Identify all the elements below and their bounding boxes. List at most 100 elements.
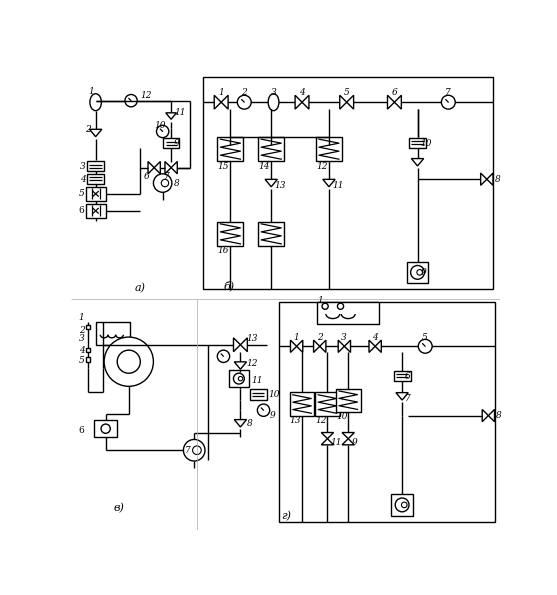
Polygon shape xyxy=(375,340,382,352)
Text: 2: 2 xyxy=(241,87,247,97)
Polygon shape xyxy=(297,340,303,352)
Text: 10: 10 xyxy=(421,139,432,148)
Text: 16: 16 xyxy=(217,246,229,255)
Circle shape xyxy=(402,502,407,508)
Polygon shape xyxy=(481,173,487,186)
Bar xyxy=(290,393,314,415)
Bar xyxy=(217,221,243,246)
Polygon shape xyxy=(302,95,309,109)
Bar xyxy=(203,77,493,289)
Bar xyxy=(316,137,342,161)
Bar xyxy=(94,420,117,437)
Circle shape xyxy=(418,339,432,353)
Text: 1: 1 xyxy=(79,314,85,322)
Bar xyxy=(250,389,267,400)
Polygon shape xyxy=(321,439,334,445)
Polygon shape xyxy=(488,409,495,422)
Polygon shape xyxy=(154,161,160,174)
Bar xyxy=(394,371,411,381)
Text: а): а) xyxy=(135,283,146,294)
Text: 10: 10 xyxy=(268,390,280,399)
Text: 11: 11 xyxy=(332,181,344,190)
Text: 9: 9 xyxy=(270,411,275,420)
Text: 10: 10 xyxy=(154,121,165,130)
Text: 12: 12 xyxy=(247,359,258,368)
Polygon shape xyxy=(233,338,241,352)
Text: 8: 8 xyxy=(247,419,252,428)
Bar xyxy=(315,393,340,415)
Polygon shape xyxy=(320,340,326,352)
Text: 10: 10 xyxy=(336,412,348,421)
Text: 13: 13 xyxy=(247,334,258,343)
Circle shape xyxy=(417,270,422,275)
Text: 3: 3 xyxy=(271,87,276,97)
Text: 4: 4 xyxy=(79,346,85,355)
Polygon shape xyxy=(394,95,402,109)
Text: 12: 12 xyxy=(316,162,328,171)
Text: 11: 11 xyxy=(330,438,342,447)
Text: 2: 2 xyxy=(85,126,91,134)
Text: 1: 1 xyxy=(88,87,94,96)
Text: 6: 6 xyxy=(392,87,397,97)
Circle shape xyxy=(217,350,229,362)
Polygon shape xyxy=(323,179,335,187)
Bar xyxy=(229,370,249,387)
Text: 8: 8 xyxy=(496,411,502,420)
Text: 12: 12 xyxy=(140,91,152,100)
Text: 3: 3 xyxy=(341,333,347,342)
Text: 4: 4 xyxy=(372,333,378,342)
Polygon shape xyxy=(340,95,346,109)
Text: 1: 1 xyxy=(317,296,323,305)
Text: 7: 7 xyxy=(163,173,169,181)
Text: 2: 2 xyxy=(316,333,323,342)
Polygon shape xyxy=(342,433,354,439)
Polygon shape xyxy=(295,95,302,109)
Polygon shape xyxy=(90,129,102,137)
Circle shape xyxy=(157,126,169,137)
Bar xyxy=(392,494,413,516)
Text: 13: 13 xyxy=(290,416,301,425)
Polygon shape xyxy=(482,409,488,422)
Text: 14: 14 xyxy=(258,162,270,171)
Text: 9: 9 xyxy=(174,139,180,148)
Circle shape xyxy=(193,446,201,455)
Ellipse shape xyxy=(90,94,101,111)
Circle shape xyxy=(257,404,270,416)
Bar xyxy=(217,137,243,161)
Polygon shape xyxy=(321,433,334,439)
Circle shape xyxy=(101,424,110,433)
Text: 2: 2 xyxy=(79,327,85,336)
Text: в): в) xyxy=(113,503,124,513)
Ellipse shape xyxy=(268,94,279,111)
Text: 1: 1 xyxy=(294,333,299,342)
Circle shape xyxy=(153,174,172,192)
Text: 9: 9 xyxy=(351,438,357,447)
Text: 11: 11 xyxy=(251,375,263,385)
Bar xyxy=(86,348,90,352)
Circle shape xyxy=(322,303,328,309)
Text: 6: 6 xyxy=(405,372,411,381)
Text: 13: 13 xyxy=(274,181,286,190)
Circle shape xyxy=(441,95,455,109)
Bar xyxy=(258,221,284,246)
Text: 6: 6 xyxy=(79,427,85,436)
Bar xyxy=(279,302,495,522)
Bar xyxy=(87,174,104,184)
Bar xyxy=(163,139,179,148)
Polygon shape xyxy=(221,95,228,109)
Bar xyxy=(86,204,106,218)
Circle shape xyxy=(338,303,344,309)
Circle shape xyxy=(117,350,140,373)
Text: б): б) xyxy=(223,280,234,291)
Polygon shape xyxy=(265,179,277,187)
Text: 5: 5 xyxy=(344,87,349,97)
Text: 7: 7 xyxy=(445,87,451,97)
Polygon shape xyxy=(171,161,177,174)
Text: 5: 5 xyxy=(422,333,428,342)
Text: 7: 7 xyxy=(185,446,190,455)
Bar xyxy=(409,137,426,148)
Circle shape xyxy=(233,373,245,384)
Text: 8: 8 xyxy=(495,175,500,184)
Polygon shape xyxy=(290,340,297,352)
Polygon shape xyxy=(412,158,424,166)
